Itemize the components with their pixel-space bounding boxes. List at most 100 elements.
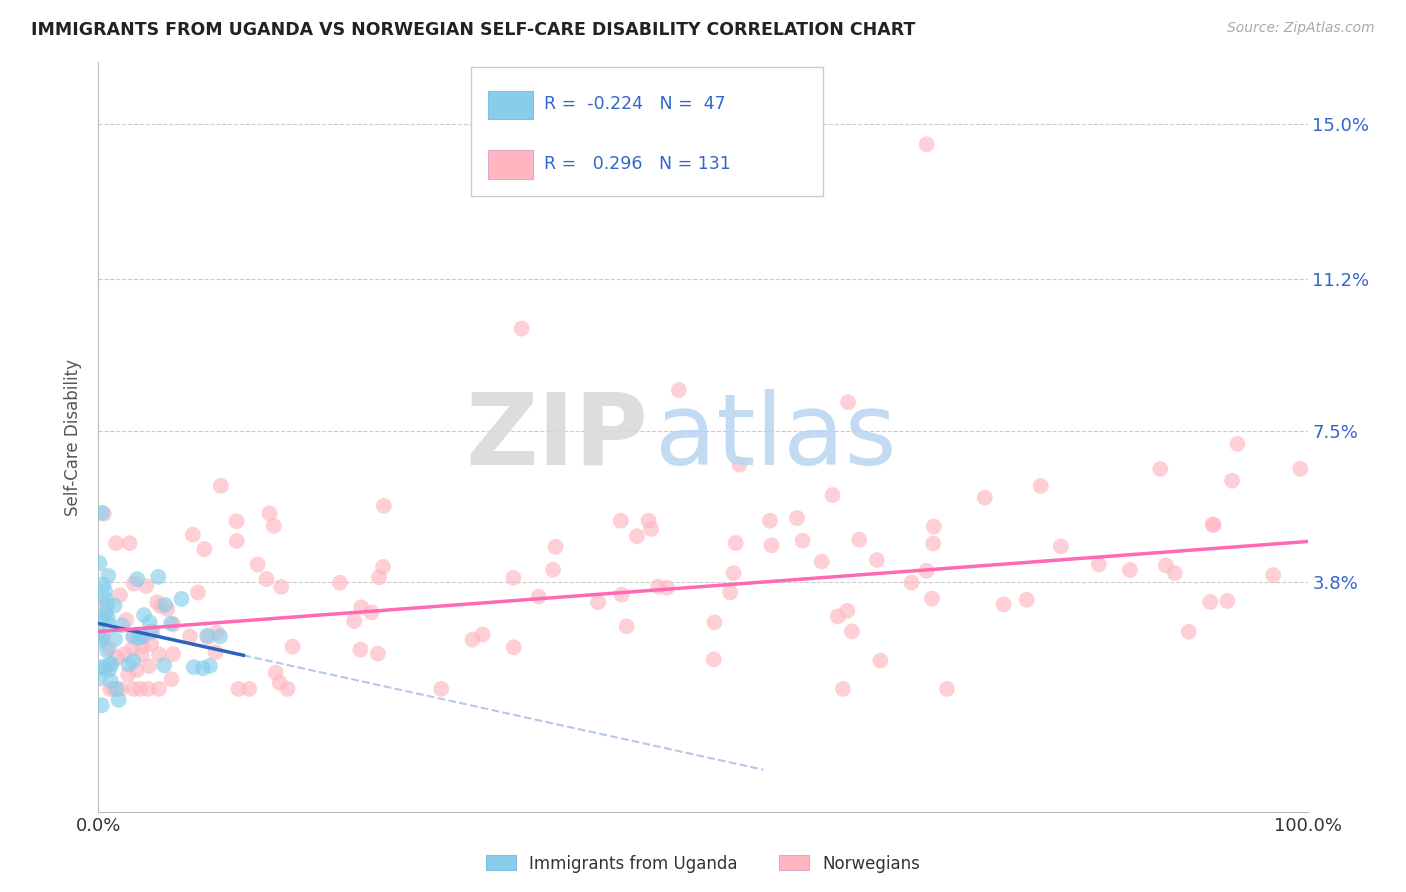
Point xyxy=(193,542,215,557)
Point xyxy=(141,624,163,639)
Point xyxy=(1263,568,1285,582)
Point xyxy=(527,590,550,604)
Point xyxy=(368,570,391,584)
Point xyxy=(723,566,745,580)
Point xyxy=(98,641,121,656)
Point xyxy=(461,632,484,647)
Point xyxy=(122,576,145,591)
Point xyxy=(848,533,870,547)
Point xyxy=(87,624,110,639)
Point xyxy=(131,630,153,644)
Point xyxy=(91,506,114,520)
Point xyxy=(103,681,125,696)
Point xyxy=(191,661,214,675)
Point xyxy=(1289,462,1312,476)
Point xyxy=(329,575,352,590)
Point xyxy=(100,673,122,688)
Point xyxy=(973,491,995,505)
Point xyxy=(181,527,204,541)
Point xyxy=(111,618,134,632)
Point xyxy=(1220,474,1243,488)
Point xyxy=(139,637,162,651)
Point xyxy=(637,514,659,528)
Point xyxy=(105,681,128,696)
Point xyxy=(703,652,725,666)
Point xyxy=(93,661,115,675)
Point xyxy=(1177,624,1199,639)
Point xyxy=(97,616,120,631)
Point xyxy=(91,660,114,674)
Point xyxy=(117,667,139,681)
Text: ZIP: ZIP xyxy=(465,389,648,485)
Text: Source: ZipAtlas.com: Source: ZipAtlas.com xyxy=(1227,21,1375,35)
Point xyxy=(91,631,114,645)
Point xyxy=(1029,479,1052,493)
Point xyxy=(98,657,121,672)
Point xyxy=(122,654,145,668)
Point xyxy=(759,514,782,528)
Point xyxy=(922,519,945,533)
Point xyxy=(350,600,373,615)
Point xyxy=(277,681,299,696)
Point xyxy=(1154,558,1177,573)
Point xyxy=(156,602,179,616)
Point xyxy=(1226,437,1249,451)
Text: IMMIGRANTS FROM UGANDA VS NORWEGIAN SELF-CARE DISABILITY CORRELATION CHART: IMMIGRANTS FROM UGANDA VS NORWEGIAN SELF… xyxy=(31,21,915,38)
Point xyxy=(655,581,678,595)
Point xyxy=(1088,558,1111,572)
Point xyxy=(827,609,849,624)
Text: R =  -0.224   N =  47: R = -0.224 N = 47 xyxy=(544,95,725,113)
Point xyxy=(91,599,114,613)
Point xyxy=(502,640,524,655)
Point xyxy=(430,681,453,696)
Point xyxy=(97,599,120,613)
Point xyxy=(616,619,638,633)
Point xyxy=(866,553,889,567)
Point xyxy=(97,569,120,583)
Point xyxy=(841,624,863,639)
Point xyxy=(135,579,157,593)
Point xyxy=(728,458,751,472)
Point xyxy=(148,648,170,662)
Point xyxy=(269,675,291,690)
Point xyxy=(792,533,814,548)
Point xyxy=(640,522,662,536)
Point xyxy=(204,645,226,659)
Point xyxy=(139,625,162,640)
Point xyxy=(915,564,938,578)
Point xyxy=(647,580,669,594)
Text: atlas: atlas xyxy=(655,389,896,485)
Point xyxy=(160,616,183,631)
Point xyxy=(100,657,122,671)
Point xyxy=(1201,517,1223,532)
Text: R =   0.296   N = 131: R = 0.296 N = 131 xyxy=(544,154,731,172)
Point xyxy=(179,629,201,643)
Point xyxy=(195,629,218,643)
Point xyxy=(586,595,609,609)
Point xyxy=(281,640,304,654)
Point xyxy=(91,612,114,626)
Point xyxy=(831,681,853,696)
Point xyxy=(131,640,153,654)
Point xyxy=(256,572,278,586)
Point xyxy=(837,604,859,618)
Point xyxy=(162,647,184,661)
Point xyxy=(90,630,112,644)
Point xyxy=(724,536,747,550)
Point xyxy=(153,598,176,612)
Point xyxy=(129,681,152,696)
Point xyxy=(502,571,524,585)
Point xyxy=(115,613,138,627)
Point xyxy=(225,533,247,548)
Point xyxy=(149,599,172,613)
Point xyxy=(118,657,141,672)
Point xyxy=(703,615,725,630)
Point xyxy=(900,575,922,590)
Point xyxy=(837,395,859,409)
Point xyxy=(114,647,136,661)
Point xyxy=(94,607,117,621)
Point xyxy=(238,681,260,696)
Point xyxy=(122,629,145,643)
Point xyxy=(104,632,127,647)
Point xyxy=(1216,594,1239,608)
